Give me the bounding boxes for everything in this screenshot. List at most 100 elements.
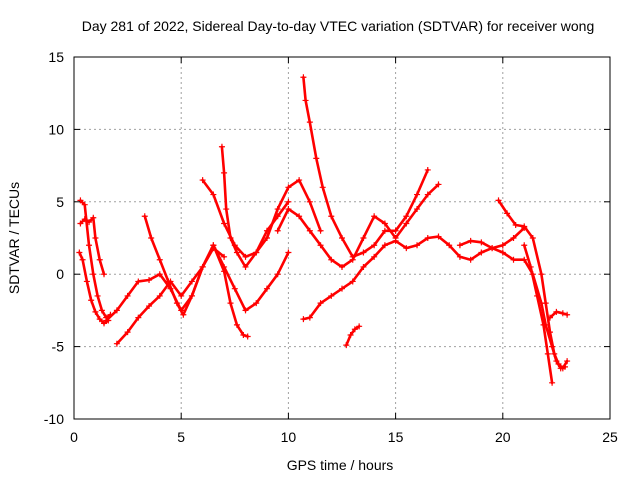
plot-frame <box>73 56 611 420</box>
data-point <box>135 278 142 285</box>
series-track-g <box>199 177 324 260</box>
data-point <box>124 329 131 336</box>
chart-title: Day 281 of 2022, Sidereal Day-to-day VTE… <box>82 18 595 34</box>
x-tick-label: 25 <box>602 429 618 445</box>
y-tick-label: 5 <box>56 194 64 210</box>
data-point <box>233 321 240 328</box>
data-point <box>90 214 97 221</box>
data-point <box>103 317 110 324</box>
series-line <box>78 251 110 325</box>
data-point <box>371 242 378 249</box>
data-point <box>173 300 180 307</box>
data-point <box>540 321 547 328</box>
data-point <box>456 253 463 260</box>
data-point <box>233 249 240 256</box>
x-tick-label: 5 <box>177 429 185 445</box>
data-point <box>328 256 335 263</box>
data-point <box>403 245 410 252</box>
data-point <box>227 235 234 241</box>
y-axis-label: SDTVAR / TECUs <box>6 182 22 294</box>
data-point <box>300 316 307 323</box>
series-track-l <box>343 323 363 349</box>
data-point <box>90 271 97 278</box>
data-point <box>403 220 410 227</box>
data-point <box>253 249 260 256</box>
series-line <box>548 310 569 319</box>
data-point <box>296 213 303 220</box>
data-point <box>424 166 431 173</box>
data-point <box>504 210 511 217</box>
data-point <box>253 300 260 307</box>
data-point <box>546 314 553 321</box>
y-tick-labels: -10 -5 0 5 10 15 <box>44 49 64 427</box>
data-point <box>521 223 528 230</box>
data-point <box>285 184 292 191</box>
y-tick-label: -5 <box>52 339 65 355</box>
data-point <box>414 191 421 198</box>
data-point <box>92 308 99 315</box>
data-point <box>403 213 410 220</box>
data-point <box>564 311 571 318</box>
data-point <box>549 379 556 386</box>
data-point <box>156 271 163 278</box>
data-point <box>242 307 249 314</box>
data-point <box>319 184 326 191</box>
series-line <box>115 243 290 346</box>
series-line <box>497 199 569 370</box>
data-point <box>499 249 506 256</box>
data-point <box>285 249 292 256</box>
data-point <box>86 242 93 249</box>
y-tick-label: 15 <box>48 49 64 65</box>
data-point <box>414 206 421 213</box>
data-point <box>146 276 153 283</box>
data-point <box>317 227 324 234</box>
data-point <box>356 323 363 330</box>
data-point <box>306 198 313 205</box>
data-point <box>221 169 228 176</box>
data-point <box>242 253 249 260</box>
data-point <box>244 333 251 340</box>
data-point <box>210 191 217 198</box>
series-line <box>104 243 249 338</box>
data-point <box>306 119 313 126</box>
data-point <box>435 181 442 188</box>
data-point <box>478 249 485 256</box>
data-point <box>555 360 562 367</box>
y-tick-label: 10 <box>48 121 64 137</box>
data-point <box>521 242 528 249</box>
series-track-k <box>300 224 528 323</box>
data-point <box>478 239 485 246</box>
data-point <box>306 227 313 234</box>
series-track-h <box>218 143 292 270</box>
data-point <box>467 237 474 244</box>
data-point <box>424 191 431 198</box>
data-point <box>242 263 249 270</box>
data-point <box>456 242 463 249</box>
data-point <box>546 329 553 336</box>
series-line <box>302 76 430 259</box>
data-point <box>424 235 431 241</box>
data-point <box>510 235 517 241</box>
data-point <box>199 263 206 270</box>
data-point <box>88 297 95 304</box>
data-point <box>339 263 345 270</box>
data-point <box>96 256 103 263</box>
data-point <box>83 278 90 285</box>
data-point <box>360 249 367 256</box>
data-point <box>559 365 566 372</box>
data-point <box>351 326 358 333</box>
data-point <box>263 235 270 241</box>
data-point <box>551 350 558 357</box>
data-point <box>392 237 399 244</box>
series-track-n <box>495 197 571 372</box>
series-line <box>79 199 112 319</box>
data-point <box>263 285 270 292</box>
data-point <box>559 310 566 317</box>
data-point <box>221 220 228 227</box>
data-point <box>77 197 84 204</box>
data-point <box>553 308 560 315</box>
data-point <box>113 307 120 314</box>
data-point <box>300 74 307 81</box>
y-tick-label: -10 <box>44 411 64 427</box>
